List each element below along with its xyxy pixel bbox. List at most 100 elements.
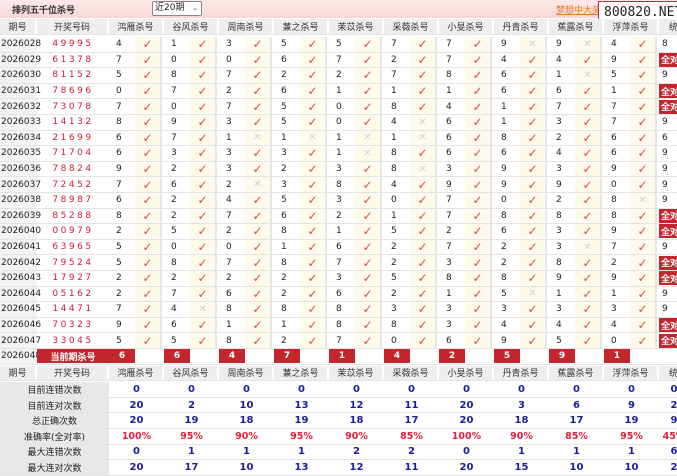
kill-number: 9 xyxy=(556,39,562,50)
kill-number: 7 xyxy=(446,39,452,50)
kill-number: 8 xyxy=(611,210,617,221)
table-header-row: 期号 开奖号码 鸿雁杀号 谷风杀号 周南杀号 蒹之杀号 茉苡杀号 采薇杀号 小旻杀号 丹青杀号 蕉露… xyxy=(0,19,677,35)
kill-number: 5 xyxy=(171,226,177,237)
kill-number: 8 xyxy=(336,304,342,315)
table-row: 2026034 21699 6 ✓ 7 ✓ 1 ✕ 1 ✕ 1 ✕ 1 ✕ 6 ✓ 8 ✓ 2 ✓ 6 ✓ 6 xyxy=(0,130,677,147)
stats-label: 目前连对次数 xyxy=(0,397,109,413)
kill-number: 7 xyxy=(611,117,617,128)
kill-number: 0 xyxy=(171,101,177,112)
stats-value: 90% xyxy=(345,430,368,442)
check-icon: ✓ xyxy=(135,161,162,177)
kill-number: 2 xyxy=(501,242,507,253)
table-row: 2026032 73078 7 ✓ 0 ✓ 7 ✓ 5 ✓ 0 ✓ 8 ✓ 4 ✓ 1 ✓ 7 ✓ 7 ✓ 全对 xyxy=(0,99,677,115)
stats-value: 10 xyxy=(239,399,254,411)
kill-number: 7 xyxy=(611,242,617,253)
check-icon: ✓ xyxy=(135,193,162,208)
table-row: 2026037 72452 7 ✓ 6 ✓ 2 ✕ 3 ✓ 8 ✓ 4 ✓ 9 ✓ 9 ✓ 9 ✓ 0 ✓ 9 xyxy=(0,177,677,193)
kill-number: 5 xyxy=(391,273,397,284)
check-icon: ✓ xyxy=(245,37,272,52)
stats-value: 2 xyxy=(353,446,360,458)
check-icon: ✓ xyxy=(135,286,162,302)
stats-value: 0 xyxy=(188,383,195,395)
promo-link[interactable]: 梦想中大奖 xyxy=(556,6,602,16)
check-icon: ✓ xyxy=(300,146,327,161)
stats-value: 17 xyxy=(184,461,199,473)
stats-value: 18 xyxy=(349,415,364,427)
kill-number: 8 xyxy=(281,226,287,237)
check-icon: ✓ xyxy=(465,333,492,348)
draw-numbers: 85288 xyxy=(52,210,94,221)
kill-number: 1 xyxy=(501,117,507,128)
kill-number: 4 xyxy=(556,54,562,65)
check-icon: ✓ xyxy=(575,255,602,270)
kill-number: 2 xyxy=(226,179,232,190)
check-icon: ✓ xyxy=(630,83,657,99)
stats-value: 0 xyxy=(573,383,580,395)
stats-value: 0 xyxy=(298,383,305,395)
kill-number: 9 xyxy=(446,179,452,190)
kill-number: 3 xyxy=(336,273,342,284)
check-icon: ✓ xyxy=(410,333,437,348)
stats-value: 20 xyxy=(129,399,144,411)
check-icon: ✓ xyxy=(135,302,162,317)
kill-number: 3 xyxy=(556,226,562,237)
kill-number: 9 xyxy=(611,54,617,65)
check-icon: ✓ xyxy=(465,146,492,161)
kill-number: 3 xyxy=(226,164,232,175)
kill-number: 8 xyxy=(171,70,177,81)
cross-icon: ✕ xyxy=(410,115,437,130)
current-kill-number: 6 xyxy=(109,349,135,363)
kill-number: 3 xyxy=(281,148,287,159)
chevron-down-icon: ⌄ xyxy=(192,4,198,12)
check-icon: ✓ xyxy=(410,286,437,302)
kill-number: 8 xyxy=(556,210,562,221)
stats-value: 85% xyxy=(400,430,423,442)
current-kill-row: 2026048 当前期杀号 6 6 4 7 1 4 2 5 9 1 xyxy=(0,349,677,365)
kill-number: 3 xyxy=(446,257,452,268)
column-header-kill: 鸿雁杀号 xyxy=(109,365,164,381)
kill-number: 3 xyxy=(336,195,342,206)
current-kill-label: 当前期杀号 xyxy=(37,349,109,363)
check-icon: ✓ xyxy=(575,146,602,161)
stat-cell: 9 xyxy=(659,193,677,208)
stats-value: 9 xyxy=(628,399,635,411)
kill-number: 3 xyxy=(556,117,562,128)
draw-numbers: 61378 xyxy=(52,54,94,65)
kill-number: 3 xyxy=(281,179,287,190)
cross-icon: ✕ xyxy=(355,146,382,161)
check-icon: ✓ xyxy=(520,146,547,161)
stats-value: 0 xyxy=(133,383,140,395)
kill-number: 4 xyxy=(116,39,122,50)
kill-number: 9 xyxy=(611,273,617,284)
cross-icon: ✕ xyxy=(575,37,602,52)
stats-value: 45% xyxy=(662,430,677,442)
kill-number: 2 xyxy=(281,288,287,299)
stats-value: 20 xyxy=(129,415,144,427)
check-icon: ✓ xyxy=(630,317,657,333)
check-icon: ✓ xyxy=(355,317,382,333)
stats-row: 最大连错次数 0 1 1 1 2 2 0 1 1 1 6 xyxy=(0,444,677,461)
cross-icon: ✕ xyxy=(300,130,327,146)
stats-value: 1 xyxy=(188,446,195,458)
check-icon: ✓ xyxy=(575,83,602,99)
kill-number: 2 xyxy=(171,164,177,175)
draw-numbers: 49995 xyxy=(52,39,94,50)
kill-number: 5 xyxy=(556,335,562,346)
check-icon: ✓ xyxy=(245,208,272,224)
check-icon: ✓ xyxy=(630,271,657,286)
column-header-kill: 蒹之杀号 xyxy=(274,19,329,34)
check-icon: ✓ xyxy=(520,115,547,130)
kill-number: 9 xyxy=(501,179,507,190)
check-icon: ✓ xyxy=(245,286,272,302)
kill-number: 2 xyxy=(391,242,397,253)
check-icon: ✓ xyxy=(300,161,327,177)
kill-number: 6 xyxy=(446,132,452,143)
check-icon: ✓ xyxy=(520,333,547,348)
kill-number: 0 xyxy=(391,195,397,206)
kill-number: 7 xyxy=(226,210,232,221)
kill-number: 6 xyxy=(446,148,452,159)
check-icon: ✓ xyxy=(300,115,327,130)
stats-value: 100% xyxy=(121,430,152,442)
kill-number: 8 xyxy=(336,320,342,331)
period-select[interactable]: 近20期 ⌄ xyxy=(152,1,202,16)
